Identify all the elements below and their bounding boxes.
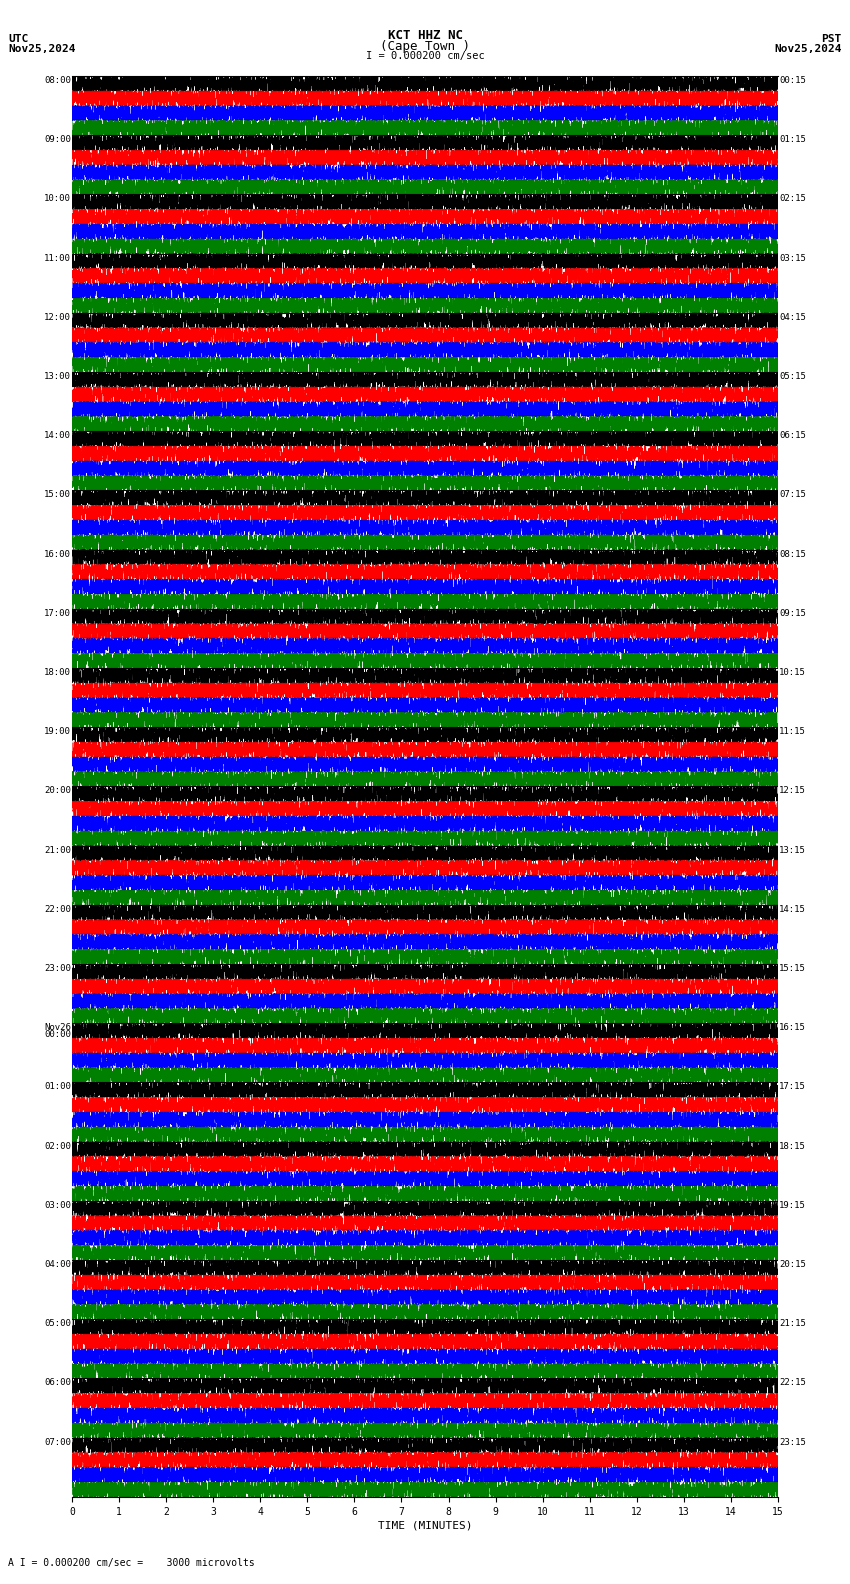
Text: 08:15: 08:15 [779,550,806,559]
Text: 03:15: 03:15 [779,253,806,263]
Text: 18:15: 18:15 [779,1142,806,1150]
Text: KCT HHZ NC: KCT HHZ NC [388,29,462,43]
Text: Nov25,2024: Nov25,2024 [8,44,76,54]
Text: 21:00: 21:00 [44,846,71,855]
Text: 14:15: 14:15 [779,904,806,914]
Text: 17:15: 17:15 [779,1082,806,1091]
Text: 16:15: 16:15 [779,1023,806,1033]
Text: 18:00: 18:00 [44,668,71,676]
Text: 11:15: 11:15 [779,727,806,737]
Text: 03:00: 03:00 [44,1201,71,1210]
Text: 21:15: 21:15 [779,1319,806,1329]
Text: Nov25,2024: Nov25,2024 [774,44,842,54]
Text: (Cape Town ): (Cape Town ) [380,40,470,54]
Text: 01:15: 01:15 [779,135,806,144]
Text: A I = 0.000200 cm/sec =    3000 microvolts: A I = 0.000200 cm/sec = 3000 microvolts [8,1559,255,1568]
Text: 16:00: 16:00 [44,550,71,559]
Text: 02:15: 02:15 [779,195,806,203]
Text: 12:00: 12:00 [44,314,71,322]
Text: 05:00: 05:00 [44,1319,71,1329]
Text: 19:15: 19:15 [779,1201,806,1210]
Text: PST: PST [821,33,842,44]
Text: 23:00: 23:00 [44,965,71,973]
Text: 22:00: 22:00 [44,904,71,914]
Text: 22:15: 22:15 [779,1378,806,1388]
Text: 09:15: 09:15 [779,608,806,618]
Text: 20:15: 20:15 [779,1261,806,1269]
Text: 14:00: 14:00 [44,431,71,440]
Text: 15:15: 15:15 [779,965,806,973]
Text: 00:15: 00:15 [779,76,806,86]
Text: 07:00: 07:00 [44,1438,71,1446]
Text: 04:15: 04:15 [779,314,806,322]
Text: 06:00: 06:00 [44,1378,71,1388]
Text: 13:15: 13:15 [779,846,806,855]
Text: 11:00: 11:00 [44,253,71,263]
Text: Nov26: Nov26 [44,1023,71,1031]
Text: 06:15: 06:15 [779,431,806,440]
Text: UTC: UTC [8,33,29,44]
Text: 23:15: 23:15 [779,1438,806,1446]
Text: 00:00: 00:00 [44,1030,71,1039]
Text: I = 0.000200 cm/sec: I = 0.000200 cm/sec [366,51,484,62]
Text: 05:15: 05:15 [779,372,806,382]
Text: 15:00: 15:00 [44,491,71,499]
Text: 12:15: 12:15 [779,786,806,795]
Text: 19:00: 19:00 [44,727,71,737]
Text: 04:00: 04:00 [44,1261,71,1269]
Text: 13:00: 13:00 [44,372,71,382]
Text: 01:00: 01:00 [44,1082,71,1091]
Text: 09:00: 09:00 [44,135,71,144]
Text: 08:00: 08:00 [44,76,71,86]
Text: 07:15: 07:15 [779,491,806,499]
Text: 20:00: 20:00 [44,786,71,795]
Text: 17:00: 17:00 [44,608,71,618]
Text: 02:00: 02:00 [44,1142,71,1150]
X-axis label: TIME (MINUTES): TIME (MINUTES) [377,1521,473,1530]
Text: 10:15: 10:15 [779,668,806,676]
Text: 10:00: 10:00 [44,195,71,203]
